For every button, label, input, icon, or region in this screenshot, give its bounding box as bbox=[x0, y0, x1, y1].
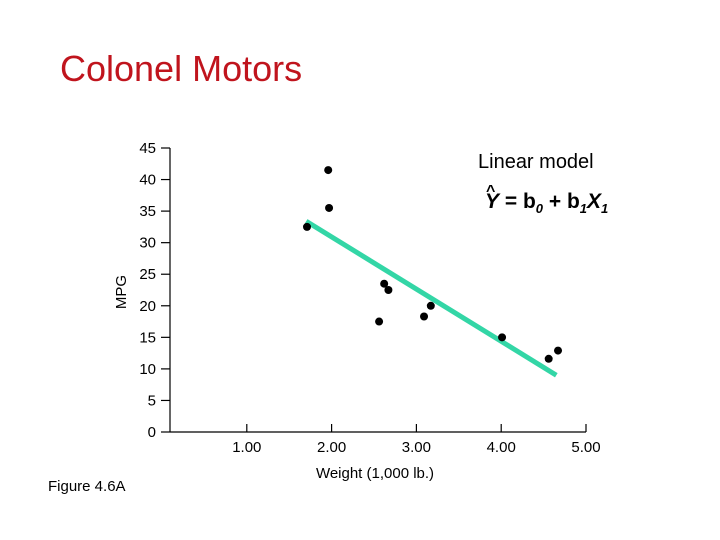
x-axis-label: Weight (1,000 lb.) bbox=[316, 465, 434, 482]
y-hat-caret: ^ bbox=[486, 183, 495, 200]
y-tick-label: 40 bbox=[139, 172, 156, 189]
data-point bbox=[303, 222, 312, 231]
legend-title: Linear model bbox=[478, 151, 594, 173]
y-axis-label: MPG bbox=[113, 275, 130, 309]
x-axis: 1.00 2.00 3.00 4.00 5.00 bbox=[170, 424, 601, 456]
model-equation: Y = b0 + b1X1 bbox=[485, 190, 608, 216]
y-tick-label: 25 bbox=[139, 266, 156, 283]
data-point bbox=[380, 279, 389, 288]
x-tick-label: 4.00 bbox=[487, 439, 516, 456]
data-points bbox=[303, 166, 563, 363]
y-tick-label: 35 bbox=[139, 203, 156, 220]
regression-line bbox=[304, 219, 558, 378]
data-point bbox=[554, 346, 563, 355]
data-point bbox=[375, 317, 384, 326]
y-axis: 0 5 10 15 20 25 30 35 40 45 bbox=[139, 140, 171, 441]
x-tick-label: 5.00 bbox=[571, 439, 600, 456]
page-title: Colonel Motors bbox=[60, 48, 303, 89]
y-tick-label: 5 bbox=[148, 392, 156, 409]
x-tick-label: 2.00 bbox=[317, 439, 346, 456]
x-tick-label: 1.00 bbox=[232, 439, 261, 456]
y-tick-label: 20 bbox=[139, 298, 156, 315]
data-point bbox=[324, 166, 333, 175]
y-tick-label: 45 bbox=[139, 140, 156, 157]
figure-label: Figure 4.6A bbox=[48, 478, 126, 495]
data-point bbox=[498, 333, 507, 342]
data-point bbox=[426, 301, 435, 310]
fit-line-group bbox=[304, 219, 558, 378]
y-tick-label: 10 bbox=[139, 361, 156, 378]
y-tick-label: 0 bbox=[148, 424, 156, 441]
data-point bbox=[544, 354, 553, 363]
y-tick-label: 15 bbox=[139, 329, 156, 346]
data-point bbox=[384, 286, 393, 294]
y-tick-label: 30 bbox=[139, 235, 156, 252]
data-point bbox=[420, 312, 429, 321]
x-tick-label: 3.00 bbox=[402, 439, 431, 456]
data-point bbox=[325, 203, 334, 212]
